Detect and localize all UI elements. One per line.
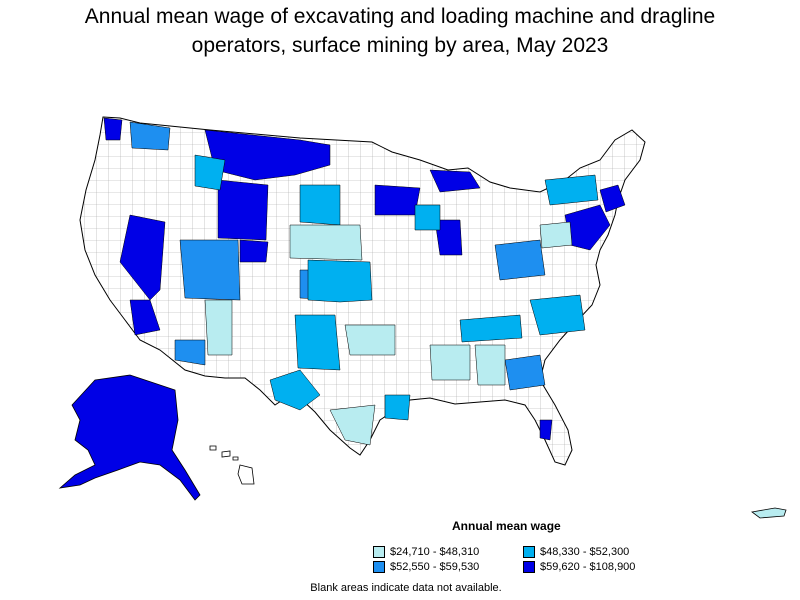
area-utah-colorado [179, 239, 241, 301]
area-texas-gulf [384, 394, 411, 421]
hawaii [209, 445, 255, 485]
area-nevada [119, 214, 166, 301]
area-idaho [194, 154, 226, 191]
area-colorado-north [239, 239, 269, 263]
puerto-rico-island [751, 507, 787, 519]
area-texas-west [269, 369, 321, 411]
legend-item-2: $48,330 - $52,300 [523, 546, 629, 558]
area-wyoming [217, 179, 269, 241]
area-georgia [504, 354, 546, 391]
legend-item-3: $52,550 - $59,530 [373, 561, 479, 573]
legend-swatch-2 [523, 546, 535, 558]
legend-label-3: $52,550 - $59,530 [390, 561, 480, 573]
area-oklahoma [344, 324, 396, 356]
area-mississippi [429, 344, 471, 381]
hawaii-island-3 [232, 456, 239, 461]
area-wisconsin [414, 204, 441, 231]
legend-swatch-4 [523, 561, 535, 573]
area-florida-south [539, 419, 553, 441]
area-pennsylvania [539, 221, 573, 249]
legend-label-1: $24,710 - $48,310 [390, 546, 480, 558]
hawaii-island-4 [237, 464, 255, 485]
area-kansas [307, 259, 373, 303]
puerto-rico [751, 507, 787, 519]
legend-item-4: $59,620 - $108,900 [523, 561, 635, 573]
legend-label-4: $59,620 - $108,900 [540, 561, 636, 573]
map-title: Annual mean wage of excavating and loadi… [0, 2, 800, 60]
area-washington-west [103, 117, 123, 141]
area-new-york [544, 174, 599, 206]
area-arizona-east [204, 299, 233, 356]
legend-swatch-1 [373, 546, 385, 558]
hawaii-island-1 [209, 445, 217, 451]
area-alabama [474, 344, 506, 386]
area-arizona-west [129, 299, 161, 336]
area-arizona-south [174, 339, 206, 366]
title-line-1: Annual mean wage of excavating and loadi… [84, 5, 716, 28]
area-michigan-upper [429, 169, 481, 193]
area-nebraska [289, 224, 363, 261]
area-carolinas [529, 294, 586, 336]
legend-title: Annual mean wage [452, 519, 561, 533]
legend-swatch-3 [373, 561, 385, 573]
area-dakotas [299, 184, 341, 226]
alaska-region [58, 374, 201, 501]
legend-item-1: $24,710 - $48,310 [373, 546, 479, 558]
title-line-2: operators, surface mining by area, May 2… [191, 34, 609, 57]
area-minnesota-north [374, 184, 421, 216]
area-texas-south [329, 404, 376, 446]
hawaii-island-2 [221, 450, 231, 458]
area-tennessee [459, 314, 523, 343]
area-new-mexico [294, 314, 341, 371]
legend-label-2: $48,330 - $52,300 [540, 546, 630, 558]
wage-areas [103, 117, 626, 446]
alaska [58, 374, 201, 501]
area-washington-east [129, 121, 171, 151]
area-new-england [599, 184, 626, 213]
footnote: Blank areas indicate data not available. [310, 582, 502, 594]
area-ohio-valley [494, 239, 546, 281]
area-illinois [434, 219, 463, 256]
